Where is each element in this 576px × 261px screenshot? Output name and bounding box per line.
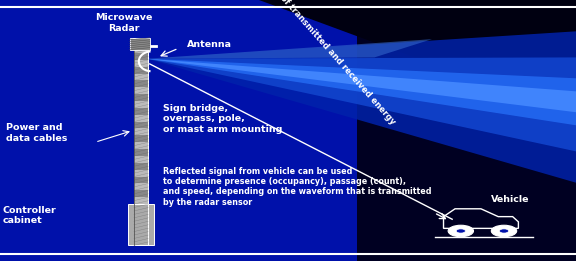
Bar [134,87,148,94]
Bar [134,39,148,245]
Bar [134,204,148,211]
Bar [128,204,154,245]
Bar [134,80,148,87]
Polygon shape [147,31,576,183]
Bar [134,108,148,115]
Bar [134,128,148,135]
Bar [134,142,148,149]
Bar [134,183,148,190]
Bar [134,149,148,156]
Bar [134,122,148,128]
Circle shape [456,229,465,233]
Bar [134,94,148,101]
Bar [134,163,148,170]
Bar [134,46,148,53]
Bar [134,211,148,218]
Bar [134,239,148,245]
Bar [134,225,148,232]
Bar [134,39,148,46]
Bar [134,218,148,225]
Bar [130,38,150,50]
Circle shape [448,225,473,237]
Bar [134,156,148,163]
Polygon shape [147,39,432,59]
Bar [134,232,148,239]
Polygon shape [147,59,576,125]
Bar [134,190,148,197]
Circle shape [499,229,509,233]
Polygon shape [147,59,576,112]
Text: Controller
cabinet: Controller cabinet [3,206,56,225]
Bar [134,67,148,74]
Text: Microwave
Radar: Microwave Radar [95,13,153,33]
Polygon shape [357,0,576,261]
Text: Path of transmitted and received energy: Path of transmitted and received energy [262,0,397,126]
Text: Reflected signal from vehicle can be used
to determine presence (occupancy), pas: Reflected signal from vehicle can be use… [163,167,431,207]
Text: Vehicle: Vehicle [491,195,529,204]
Circle shape [491,225,517,237]
Bar [134,115,148,122]
Text: Sign bridge,
overpass, pole,
or mast arm mounting: Sign bridge, overpass, pole, or mast arm… [163,104,282,134]
Bar [134,170,148,177]
Bar [134,101,148,108]
Text: Antenna: Antenna [187,40,232,49]
Bar [134,135,148,142]
Bar [134,53,148,60]
Bar [134,60,148,67]
Bar [134,177,148,183]
Polygon shape [259,0,576,117]
Bar [134,74,148,80]
Bar [134,197,148,204]
Text: Power and
data cables: Power and data cables [6,123,67,143]
Polygon shape [147,57,576,151]
